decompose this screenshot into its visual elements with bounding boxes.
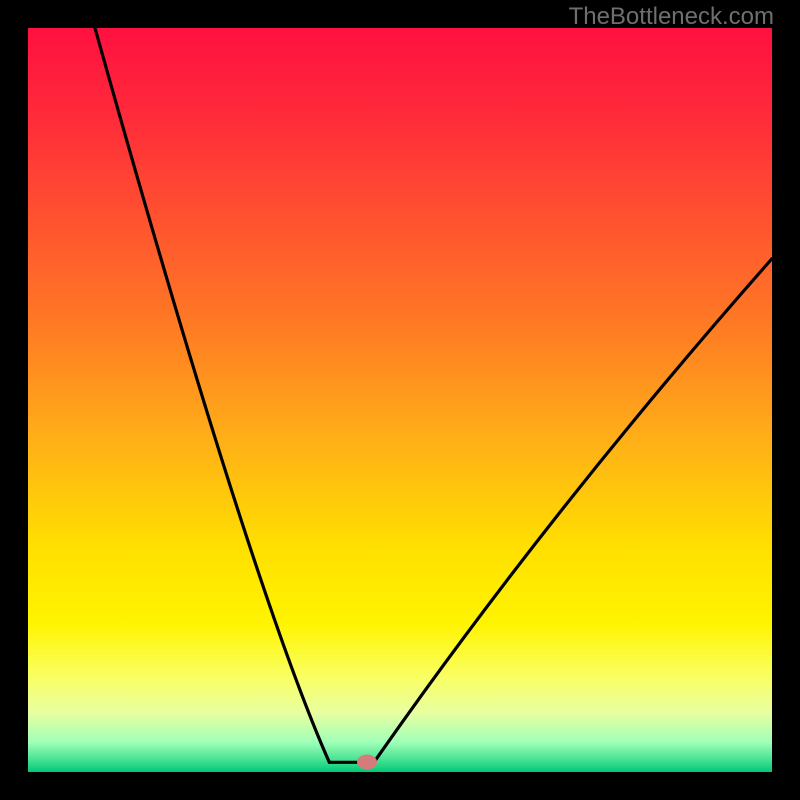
optimal-point-marker — [357, 755, 377, 770]
plot-area — [28, 28, 772, 772]
chart-frame — [0, 0, 800, 800]
curve-path — [95, 28, 772, 762]
watermark-text: TheBottleneck.com — [569, 3, 774, 31]
bottleneck-curve — [28, 28, 772, 772]
